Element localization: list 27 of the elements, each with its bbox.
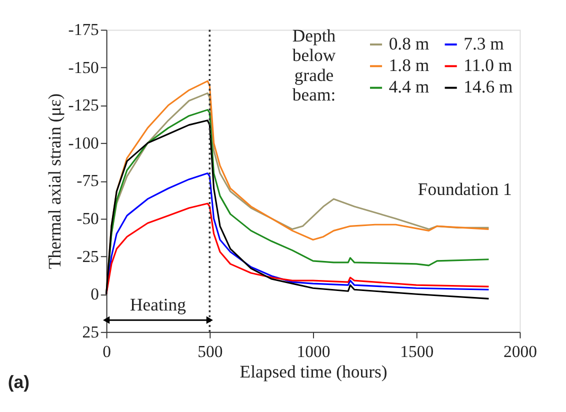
y-tick-label: -150: [68, 58, 99, 77]
y-tick-label: 25: [82, 322, 99, 342]
y-tick-label: -175: [68, 20, 99, 40]
x-tick-label: 1500: [400, 342, 434, 362]
y-tick-label: -25: [76, 246, 99, 266]
y-tick-label: 0: [90, 284, 99, 304]
annotation: Heating: [130, 294, 186, 314]
y-tick-label: -75: [76, 171, 99, 190]
x-tick-label: 2000: [504, 342, 537, 362]
annotation: Foundation 1: [418, 178, 512, 199]
legend-title: Depth below grade beam:: [292, 26, 336, 105]
legend-label: 14.6 m: [464, 76, 514, 97]
x-tick-label: 0: [102, 342, 111, 362]
legend-label: 1.8 m: [388, 55, 430, 76]
legend-label: 0.8 m: [388, 33, 430, 54]
legend-label: 11.0 m: [464, 55, 512, 76]
y-tick-label: -125: [68, 96, 99, 115]
text: (a): [8, 372, 30, 392]
y-axis-title: Thermal axial strain (με): [44, 93, 64, 270]
y-tick-label: -100: [68, 133, 99, 152]
x-tick-label: 1000: [296, 342, 330, 362]
x-tick-label: 500: [198, 342, 223, 362]
x-axis-title: Elapsed time (hours): [240, 362, 388, 382]
legend-label: 7.3 m: [464, 33, 504, 54]
y-tick-label: -50: [76, 209, 99, 228]
line-series: [106, 202, 490, 295]
legend-label: 4.4 m: [388, 76, 430, 97]
